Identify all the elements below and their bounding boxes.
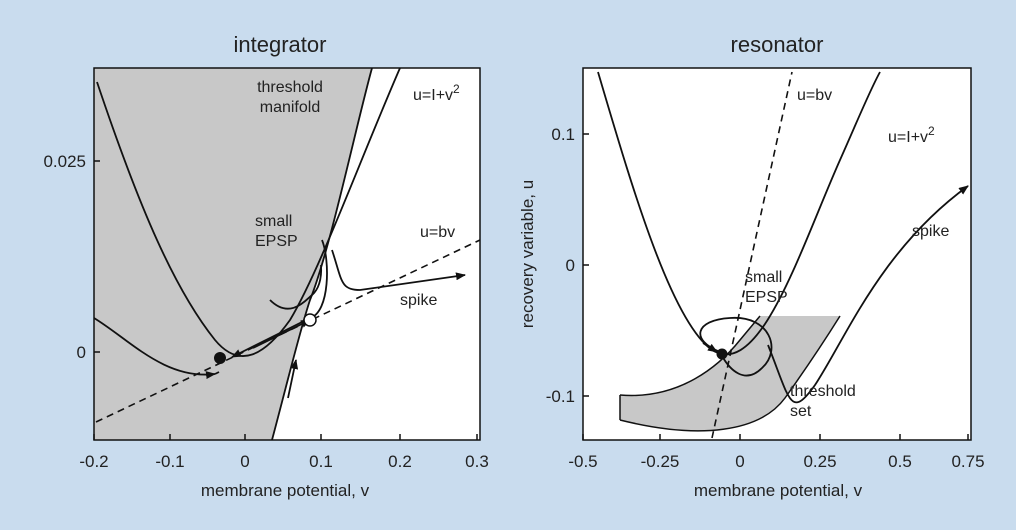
integrator-title: integrator xyxy=(234,32,327,57)
small-epsp-label-1: small xyxy=(255,213,292,230)
resonator-ytick: 0 xyxy=(566,256,575,275)
spike-trajectory xyxy=(331,249,466,291)
threshold-set-edge-lower xyxy=(619,315,841,432)
resonator-epsp-label-2: EPSP xyxy=(745,289,788,306)
resonator-spike-label: spike xyxy=(912,223,949,240)
integrator-spike-label: spike xyxy=(400,292,437,309)
resonator-parabola-label: u=I+v2 xyxy=(888,124,935,146)
resonator-frame xyxy=(582,67,972,441)
resonator-xticks: -0.5 -0.25 0 0.25 0.5 0.75 xyxy=(568,434,985,471)
resonator-panel: resonator u=bv u=I+v2 spike small EPSP t… xyxy=(518,32,985,500)
resonator-parabola xyxy=(597,71,881,356)
stable-node xyxy=(214,352,226,364)
resonator-epsp-loop xyxy=(699,317,773,377)
threshold-manifold-label-1: threshold xyxy=(257,79,323,96)
resonator-xtick: 0.5 xyxy=(888,452,912,471)
parabola-label: u=I+v2 xyxy=(413,82,460,104)
threshold-set-label-2: set xyxy=(790,403,812,420)
integrator-trajectory-saddle-node xyxy=(231,317,311,358)
resonator-ubv-label: u=bv xyxy=(797,87,832,104)
integrator-trajectory-upper xyxy=(309,239,328,319)
resonator-title: resonator xyxy=(731,32,824,57)
integrator-xtick: -0.2 xyxy=(79,452,108,471)
resonator-xtick: 0.25 xyxy=(803,452,836,471)
resonator-epsp-label-1: small xyxy=(745,269,782,286)
resonator-equilibrium xyxy=(716,348,728,360)
threshold-set-region xyxy=(620,316,840,431)
resonator-xtick: -0.5 xyxy=(568,452,597,471)
threshold-set-label-1: threshold xyxy=(790,383,856,400)
integrator-shaded-region xyxy=(94,68,372,440)
integrator-xticks: -0.2 -0.1 0 0.1 0.2 0.3 xyxy=(79,434,489,471)
trajectory-tail xyxy=(214,371,220,375)
stable-manifold-arrow xyxy=(287,359,299,399)
integrator-trajectory-lower xyxy=(93,317,216,380)
threshold-set-edge-upper xyxy=(619,315,761,397)
integrator-ytick: 0.025 xyxy=(43,152,86,171)
integrator-xtick: 0.3 xyxy=(465,452,489,471)
resonator-xtick: 0.75 xyxy=(951,452,984,471)
small-epsp-curve xyxy=(269,264,323,310)
integrator-xtick: 0 xyxy=(240,452,249,471)
resonator-xtick: 0 xyxy=(735,452,744,471)
integrator-parabola xyxy=(96,67,401,357)
integrator-xtick: -0.1 xyxy=(155,452,184,471)
resonator-spike-trajectory xyxy=(767,185,969,404)
resonator-xlabel: membrane potential, v xyxy=(694,481,863,500)
resonator-epsp-arrow xyxy=(702,342,718,353)
integrator-xtick: 0.2 xyxy=(388,452,412,471)
resonator-ytick: 0.1 xyxy=(551,125,575,144)
resonator-ylabel: recovery variable, u xyxy=(518,180,537,328)
resonator-line-ubv xyxy=(711,71,793,439)
saddle-point xyxy=(303,313,317,327)
integrator-xtick: 0.1 xyxy=(309,452,333,471)
small-epsp-label-2: EPSP xyxy=(255,233,298,250)
resonator-xtick: -0.25 xyxy=(641,452,680,471)
integrator-xlabel: membrane potential, v xyxy=(201,481,370,500)
small-epsp-arrow xyxy=(252,319,311,349)
integrator-line-ubv xyxy=(95,239,481,423)
integrator-frame xyxy=(93,67,481,441)
integrator-panel: integrator threshold manifold u=I+v xyxy=(43,32,488,500)
integrator-ubv-label: u=bv xyxy=(420,224,455,241)
threshold-manifold-label-2: manifold xyxy=(260,99,320,116)
integrator-ytick: 0 xyxy=(77,343,86,362)
resonator-ytick: -0.1 xyxy=(546,387,575,406)
